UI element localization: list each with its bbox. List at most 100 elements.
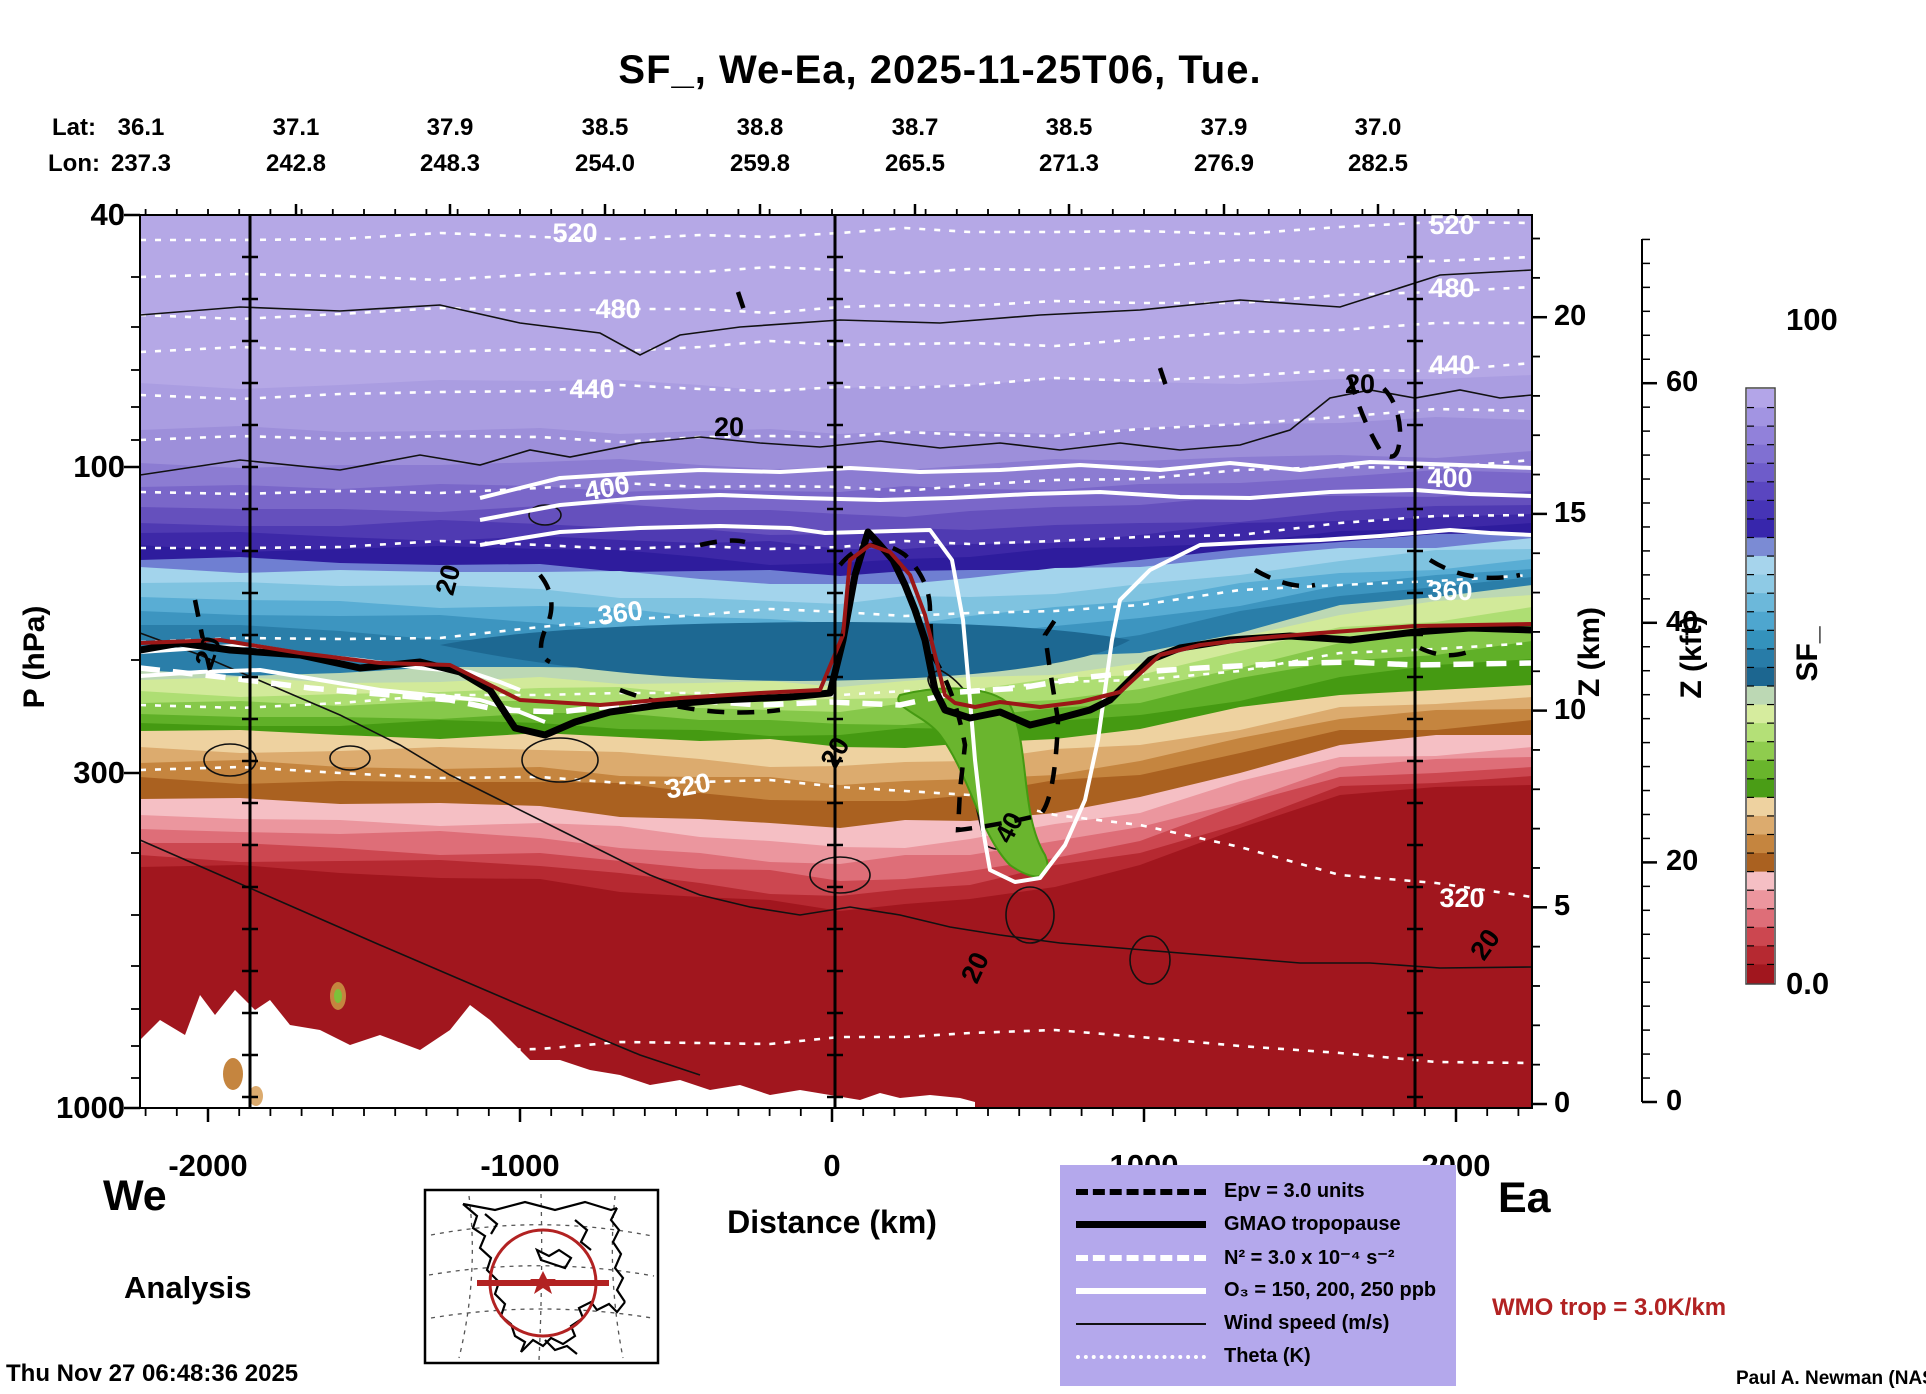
- field-layers: [140, 215, 1532, 1108]
- lon-value: 282.5: [1347, 150, 1409, 177]
- wmo-trop-note: WMO trop = 3.0K/km: [1492, 1294, 1727, 1321]
- legend-item: Wind speed (m/s): [1060, 1307, 1456, 1340]
- colorbar-cell: [1747, 426, 1774, 446]
- z-km-tick-label: 5: [1554, 890, 1571, 922]
- legend-line-sample-dotted-white: [1076, 1354, 1206, 1359]
- colorbar-cell: [1747, 389, 1774, 409]
- lon-axis-row: Lon: 237.3 242.8 248.3 254.0 259.8 265.5 271.3…: [0, 150, 1926, 184]
- colorbar-cell: [1747, 871, 1774, 891]
- lat-value: 38.8: [736, 114, 784, 141]
- lat-value: 38.5: [1045, 114, 1093, 141]
- lat-axis-label: Lat:: [52, 114, 96, 141]
- axis-ticks: [124, 204, 1547, 1122]
- theta-contour-labels: 520 480 440 400 360 320 520 480 440 400 …: [552, 210, 1484, 913]
- colorbar-cell: [1747, 778, 1774, 798]
- svg-text:440: 440: [569, 374, 614, 404]
- colorbar-min-label: 0.0: [1786, 966, 1830, 1001]
- lat-value: 37.1: [272, 114, 320, 141]
- deep-teal-pocket: [440, 621, 1130, 681]
- lon-value: 248.3: [419, 150, 481, 177]
- z-km-tick-label: 20: [1554, 300, 1587, 332]
- lon-value: 265.5: [884, 150, 946, 177]
- colorbar-max-label: 100: [1786, 302, 1838, 337]
- colorbar-cell: [1747, 518, 1774, 539]
- legend-line-sample-thin-black: [1076, 1322, 1206, 1325]
- svg-text:360: 360: [1427, 576, 1472, 606]
- colorbar-cell: [1747, 890, 1774, 910]
- distance-tick-label: -1000: [480, 1148, 560, 1183]
- wmo-tropopause-line: [140, 543, 1532, 709]
- colorbar-cell: [1747, 741, 1774, 761]
- colorbar-cell: [1747, 407, 1774, 427]
- lon-value: 254.0: [574, 150, 636, 177]
- z-km-tick-label: 0: [1554, 1087, 1571, 1119]
- svg-text:20: 20: [1345, 369, 1375, 399]
- lat-value: 38.7: [891, 114, 939, 141]
- z-km-tick-label: 15: [1554, 497, 1587, 529]
- terrain-spot: [334, 989, 342, 1003]
- pressure-tick-label: 300: [73, 755, 125, 790]
- legend-line-sample-solid-white: [1076, 1287, 1206, 1294]
- colorbar-cell: [1747, 686, 1774, 706]
- colorbar-cell: [1747, 574, 1774, 594]
- legend-item-label: Theta (K): [1224, 1345, 1311, 1367]
- map-star: [530, 1271, 556, 1294]
- legend-item: GMAO tropopause: [1060, 1208, 1456, 1241]
- legend-item: O₃ = 150, 200, 250 ppb: [1060, 1274, 1456, 1307]
- svg-text:480: 480: [1429, 273, 1474, 303]
- east-endpoint-label: Ea: [1498, 1174, 1551, 1222]
- pressure-tick-label: 100: [73, 449, 125, 484]
- colorbar-cell: [1747, 463, 1774, 483]
- svg-text:320: 320: [1439, 883, 1484, 913]
- lat-value: 37.0: [1354, 114, 1402, 141]
- z-km-axis-title: Z (km): [1573, 607, 1606, 697]
- svg-text:400: 400: [1427, 463, 1472, 493]
- longitude-marker-lines: [242, 215, 1423, 1108]
- colorbar-cell: [1747, 537, 1774, 557]
- pressure-tick-label: 40: [90, 197, 125, 232]
- z-kft-axis: [1641, 238, 1657, 1104]
- z-kft-tick-label: 40: [1666, 606, 1699, 638]
- colorbar-cell: [1747, 927, 1774, 947]
- legend-item-label: Wind speed (m/s): [1224, 1312, 1390, 1334]
- theta-contours: [140, 220, 1532, 1065]
- colorbar-cell: [1747, 797, 1774, 817]
- colorbar-cell: [1747, 760, 1774, 780]
- lat-value: 37.9: [1200, 114, 1248, 141]
- svg-text:440: 440: [1429, 350, 1474, 380]
- z-kft-tick-label: 60: [1666, 366, 1699, 398]
- page-title: SF_, We-Ea, 2025-11-25T06, Tue.: [618, 48, 1262, 92]
- analysis-mode-label: Analysis: [124, 1270, 252, 1305]
- legend-line-sample-solid-black: [1076, 1221, 1206, 1228]
- west-endpoint-label: We: [103, 1172, 167, 1220]
- colorbar-cell: [1747, 908, 1774, 928]
- lon-axis-label: Lon:: [48, 150, 100, 177]
- lon-value: 276.9: [1193, 150, 1255, 177]
- svg-text:520: 520: [552, 218, 597, 248]
- colorbar-cell: [1747, 611, 1774, 631]
- z-kft-tick-label: 0: [1666, 1085, 1683, 1117]
- theta-contour-line: [140, 765, 1532, 899]
- creation-timestamp: Thu Nov 27 06:48:36 2025: [6, 1360, 299, 1387]
- colorbar-cell: [1747, 648, 1774, 669]
- map-inset: [423, 1188, 660, 1365]
- pressure-axis-title: P (hPa): [18, 605, 51, 709]
- colorbar-cell: [1747, 815, 1774, 836]
- colorbar-cell: [1747, 853, 1774, 873]
- colorbar-cell: [1747, 481, 1774, 501]
- z-kft-axis-title: Z (kft): [1675, 615, 1708, 699]
- legend-item-label: N² = 3.0 x 10⁻⁴ s⁻²: [1224, 1247, 1395, 1269]
- colorbar-cell: [1747, 593, 1774, 613]
- lon-value: 242.8: [265, 150, 327, 177]
- credit-text: Paul A. Newman (NASA: [1736, 1368, 1926, 1389]
- legend-item-label: GMAO tropopause: [1224, 1213, 1401, 1235]
- colorbar-cell: [1747, 723, 1774, 743]
- svg-text:480: 480: [595, 294, 640, 324]
- lon-value: 237.3: [110, 150, 172, 177]
- legend-line-sample-dashed-black: [1076, 1188, 1206, 1195]
- colorbar: [1745, 387, 1776, 985]
- lon-value: 259.8: [729, 150, 791, 177]
- colorbar-cell: [1747, 630, 1774, 650]
- colorbar-cell: [1747, 704, 1774, 724]
